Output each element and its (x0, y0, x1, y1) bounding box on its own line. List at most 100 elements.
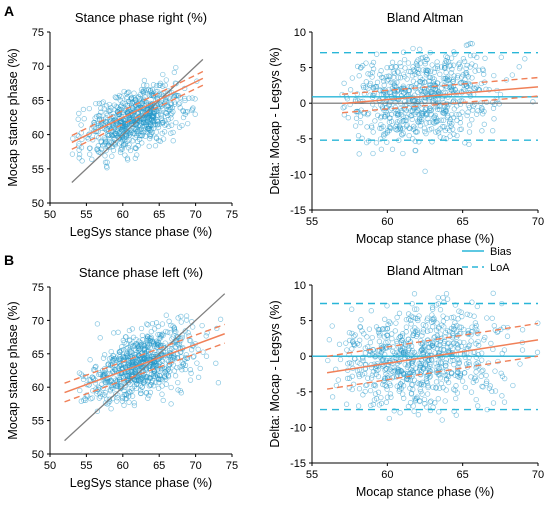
data-point (357, 119, 364, 126)
data-point (490, 105, 497, 111)
data-point (447, 358, 454, 364)
data-point (82, 373, 89, 380)
data-point (356, 386, 363, 392)
data-point (386, 318, 392, 325)
data-point (111, 330, 117, 336)
data-point (412, 147, 418, 154)
y-tick-label: 55 (32, 416, 44, 428)
data-point (153, 320, 160, 326)
data-point (387, 73, 393, 80)
data-point (106, 396, 113, 402)
data-point (335, 377, 341, 383)
data-point (353, 115, 360, 121)
data-point (408, 84, 414, 90)
data-point (451, 361, 457, 368)
data-point (422, 168, 428, 174)
data-point (170, 129, 176, 136)
data-point (155, 331, 161, 338)
legend: Bias LoA (462, 246, 512, 274)
data-point (181, 356, 188, 363)
data-point (347, 337, 353, 344)
data-point (185, 120, 191, 127)
data-point (387, 124, 393, 131)
data-point (89, 374, 96, 380)
data-point (157, 108, 163, 114)
data-point (469, 324, 475, 330)
data-point (391, 374, 397, 380)
data-point (194, 360, 200, 366)
data-point (213, 360, 219, 366)
data-point (439, 322, 445, 328)
data-point (453, 322, 460, 329)
data-point (429, 62, 435, 68)
data-point (458, 80, 464, 86)
data-point (517, 361, 523, 367)
data-point (466, 359, 472, 365)
data-point (386, 124, 393, 130)
data-point (130, 343, 136, 349)
data-point (391, 408, 397, 414)
data-point (110, 123, 116, 129)
data-point (106, 101, 112, 108)
data-point (390, 369, 396, 375)
data-point (427, 341, 434, 347)
data-point (490, 400, 497, 406)
data-point (370, 150, 376, 157)
data-point (147, 335, 153, 341)
data-point (534, 349, 541, 355)
data-point (400, 118, 407, 124)
data-point (380, 123, 386, 130)
data-point (325, 357, 331, 364)
data-point (436, 409, 442, 415)
data-point (461, 370, 468, 376)
data-point (361, 331, 367, 337)
data-point (438, 64, 444, 70)
data-point (468, 329, 475, 335)
y-tick-label: 5 (300, 63, 306, 75)
data-point (136, 136, 143, 143)
data-point (433, 129, 439, 135)
data-point (382, 326, 388, 332)
data-point (370, 66, 377, 72)
data-point (403, 114, 409, 121)
data-point (173, 93, 179, 99)
data-point (102, 138, 109, 144)
data-point (379, 326, 386, 332)
data-point (434, 63, 441, 69)
data-point (367, 339, 374, 346)
data-point (130, 116, 137, 122)
data-point (110, 147, 117, 154)
data-point (468, 374, 474, 380)
regression-ci-lower (64, 342, 225, 403)
data-point (418, 360, 424, 367)
data-point (369, 351, 376, 358)
data-point (429, 319, 435, 325)
data-point (183, 313, 190, 319)
data-point (482, 334, 488, 341)
data-point (466, 129, 473, 135)
data-point (364, 111, 371, 118)
data-point (441, 124, 447, 130)
data-point (426, 348, 432, 354)
data-point (419, 332, 425, 339)
data-point (380, 75, 386, 81)
data-point (124, 90, 130, 97)
data-point (387, 89, 393, 96)
regression-ci-upper (71, 70, 204, 137)
regression-line (326, 339, 539, 374)
data-point (406, 111, 412, 117)
data-point (122, 141, 129, 147)
data-point (484, 378, 490, 384)
data-point (500, 324, 507, 331)
data-point (185, 330, 191, 336)
data-point (81, 397, 87, 403)
data-point (496, 101, 502, 107)
data-point (412, 328, 419, 335)
data-point (519, 327, 526, 333)
data-point (489, 388, 495, 395)
data-point (153, 360, 159, 367)
data-point (179, 363, 185, 370)
data-point (122, 354, 129, 360)
x-tick-label: 55 (306, 469, 318, 481)
data-point (460, 56, 467, 62)
